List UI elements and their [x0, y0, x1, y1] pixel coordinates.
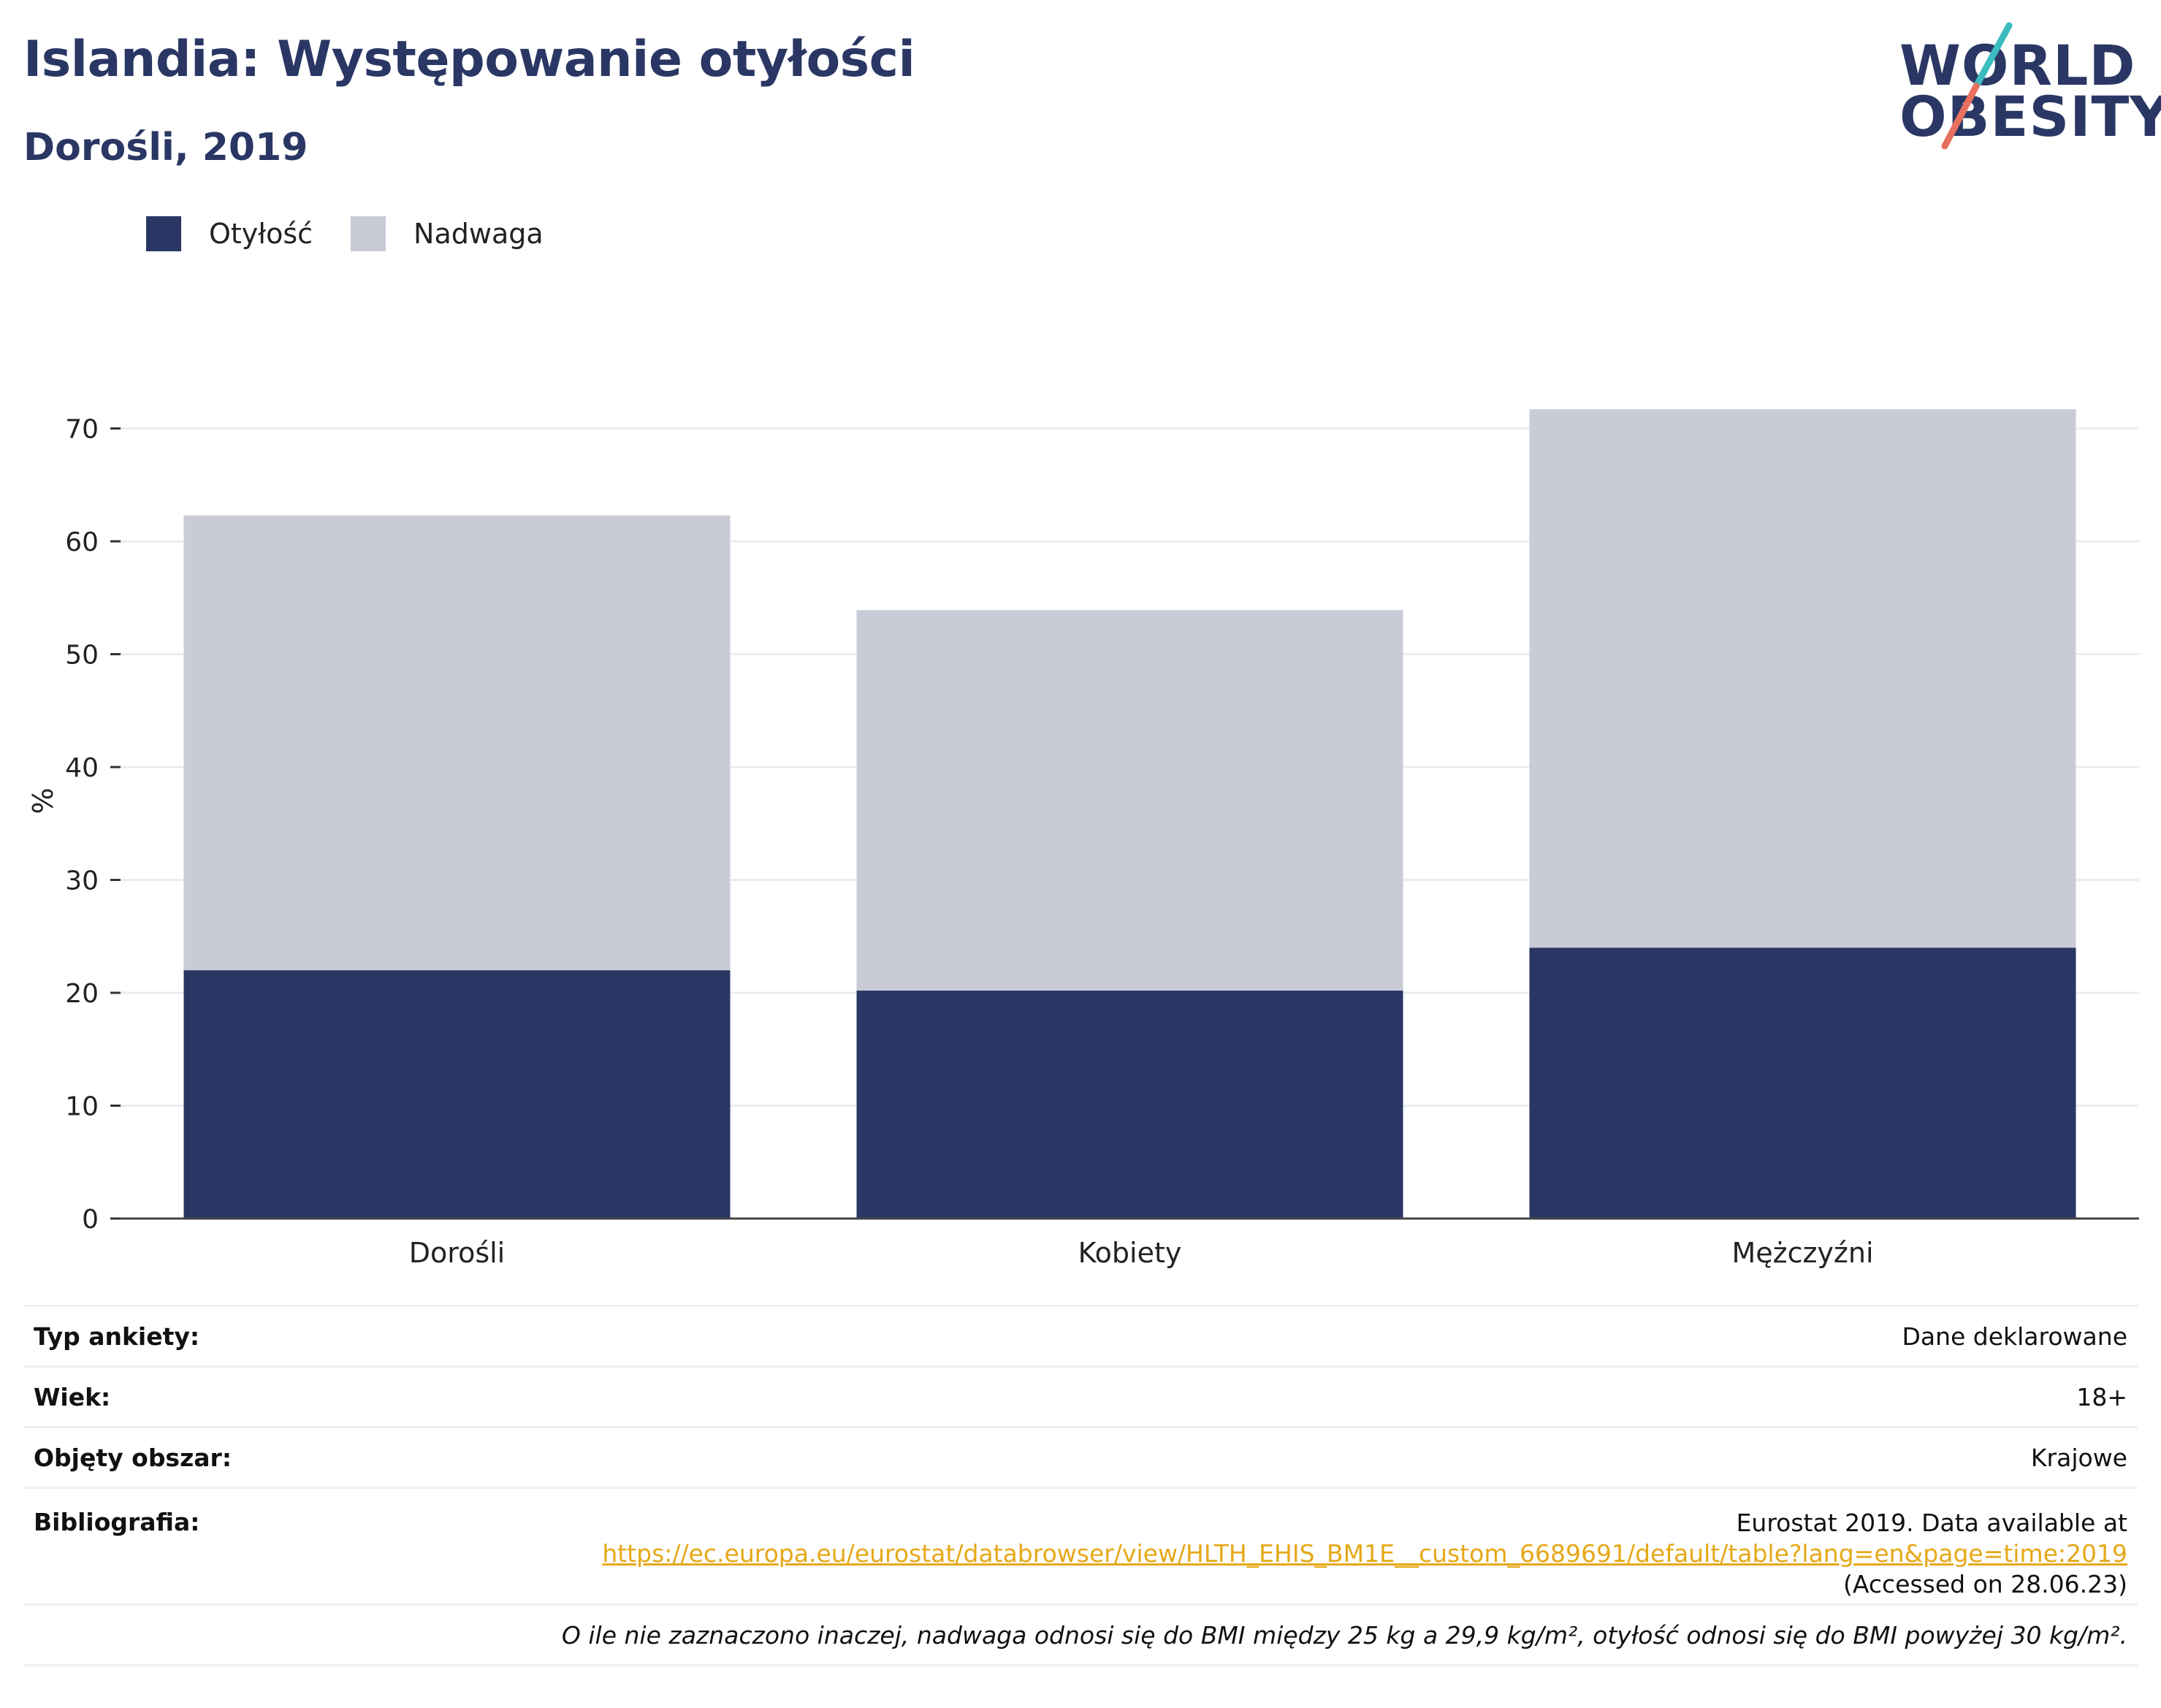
y-tick-label-10: 10 — [65, 1092, 99, 1122]
logo-word-world: WORLD — [1899, 33, 2136, 98]
bibliography-label: Bibliografia: — [34, 1508, 200, 1536]
info-row-note: O ile nie zaznaczono inaczej, nadwaga od… — [23, 1604, 2138, 1666]
area-label: Objęty obszar: — [34, 1443, 232, 1472]
y-tick-label-40: 40 — [65, 753, 99, 783]
bibliography-source: Eurostat 2019. Data available at — [1736, 1509, 2127, 1537]
y-tick-label-20: 20 — [65, 979, 99, 1009]
bar-chart: 0 10 20 30 40 50 60 70% Dorośli Kobiety Mężczyźni — [27, 409, 2139, 1269]
bar-otylosc-0 — [183, 970, 731, 1219]
y-tick-label-70: 70 — [65, 415, 99, 445]
survey-type-value: Dane deklarowane — [1902, 1322, 2127, 1351]
definition-note: O ile nie zaznaczono inaczej, nadwaga od… — [561, 1620, 2127, 1650]
y-tick-label-60: 60 — [65, 527, 99, 557]
age-label: Wiek: — [34, 1382, 111, 1411]
x-tick-label-2: Mężczyźni — [1731, 1237, 1873, 1269]
world-obesity-logo: WORLD OBESITY — [1899, 22, 2161, 153]
bibliography-accessed: (Accessed on 28.06.23) — [1842, 1570, 2127, 1598]
legend-label-nadwaga: Nadwaga — [413, 218, 544, 250]
bar-otylosc-1 — [856, 990, 1403, 1219]
y-tick-label-30: 30 — [65, 866, 99, 896]
logo-word-obesity: OBESITY — [1899, 84, 2161, 149]
bar-nadwaga-1 — [856, 610, 1403, 991]
chart-legend: Otyłość Nadwaga — [146, 216, 582, 251]
info-row-age: Wiek: 18+ — [23, 1365, 2138, 1426]
age-value: 18+ — [2076, 1382, 2127, 1411]
x-tick-label-0: Dorośli — [409, 1237, 505, 1269]
info-row-bibliography: Bibliografia: Eurostat 2019. Data availa… — [23, 1487, 2138, 1604]
page-subtitle: Dorośli, 2019 — [23, 126, 308, 169]
legend-item-otylosc: Otyłość — [146, 216, 313, 251]
bibliography-link[interactable]: https://ec.europa.eu/eurostat/databrowse… — [602, 1539, 2127, 1568]
bar-nadwaga-0 — [183, 515, 731, 971]
survey-type-label: Typ ankiety: — [34, 1322, 200, 1351]
info-table: Typ ankiety: Dane deklarowane Wiek: 18+ … — [23, 1305, 2138, 1666]
legend-swatch-otylosc — [146, 216, 181, 251]
info-row-survey: Typ ankiety: Dane deklarowane — [23, 1305, 2138, 1365]
legend-item-nadwaga: Nadwaga — [351, 216, 544, 251]
y-tick-label-50: 50 — [65, 641, 99, 671]
info-row-area: Objęty obszar: Krajowe — [23, 1426, 2138, 1487]
logo-slash-icon — [1941, 22, 2013, 150]
bar-otylosc-2 — [1529, 948, 2076, 1219]
area-value: Krajowe — [2030, 1443, 2127, 1472]
y-axis-label: % — [27, 788, 59, 814]
bibliography-value: Eurostat 2019. Data available at https:/… — [602, 1508, 2127, 1600]
legend-swatch-nadwaga — [351, 216, 386, 251]
bar-nadwaga-2 — [1529, 409, 2076, 948]
legend-label-otylosc: Otyłość — [209, 218, 313, 250]
x-tick-label-1: Kobiety — [1078, 1237, 1182, 1269]
page-title: Islandia: Występowanie otyłości — [23, 31, 915, 88]
y-tick-label-0: 0 — [82, 1205, 99, 1235]
